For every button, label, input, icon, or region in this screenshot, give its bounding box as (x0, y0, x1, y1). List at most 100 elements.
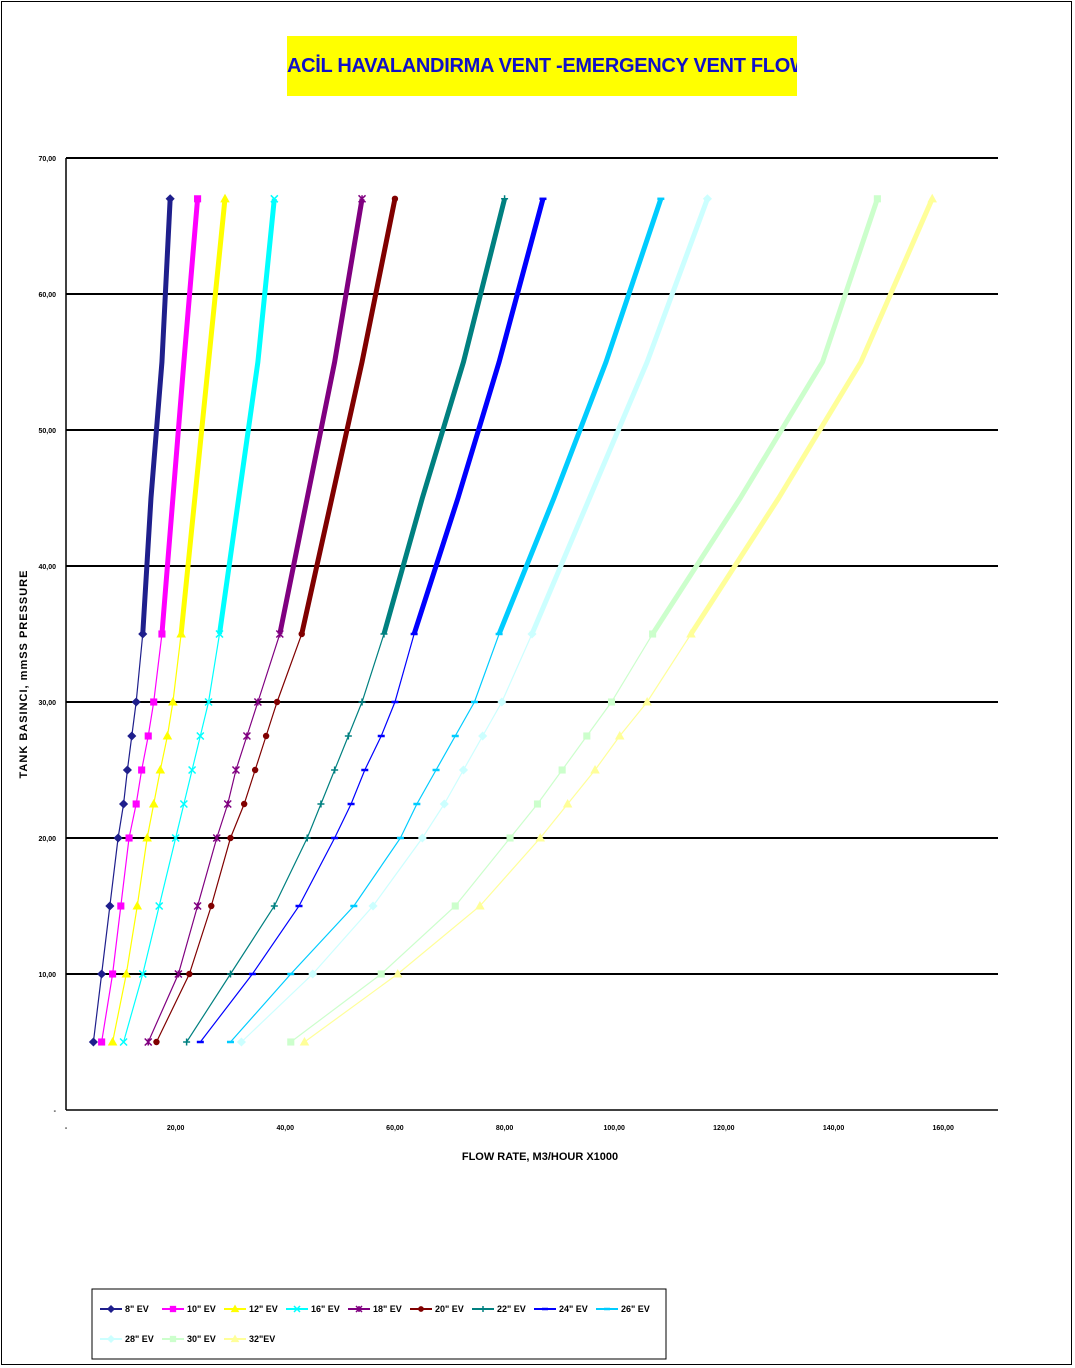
series-line-upper (529, 197, 710, 635)
legend-marker (169, 1305, 177, 1313)
data-point (253, 697, 262, 707)
series-lines (88, 193, 937, 1047)
data-point (212, 833, 221, 843)
y-tick-label: 30,00 (38, 700, 56, 707)
data-point (583, 732, 591, 740)
series-line-upper (299, 198, 398, 635)
data-point (97, 969, 107, 979)
data-point (331, 766, 339, 774)
data-point (240, 800, 248, 808)
legend-marker (106, 1334, 116, 1344)
data-point (193, 901, 202, 911)
y-axis-title: TANK BASINCI, mmSS PRESSURE (18, 570, 30, 779)
data-point (226, 970, 234, 978)
data-point (155, 901, 164, 911)
data-point (138, 969, 147, 979)
data-point (344, 732, 352, 740)
legend-marker (230, 1304, 240, 1313)
data-point (642, 696, 652, 706)
y-tick-label: 10,00 (38, 972, 56, 979)
data-point (317, 800, 325, 808)
chart-title: ACİL HAVALANDIRMA VENT -EMERGENCY VENT F… (287, 36, 797, 96)
data-point (194, 195, 202, 203)
data-point (121, 968, 132, 978)
data-point (179, 799, 188, 809)
y-tick-label: 20,00 (38, 836, 56, 843)
series-12 (299, 193, 937, 1046)
data-point (299, 1036, 310, 1046)
legend: 8" EV 10" EV 12" EV 16" EV 18" EV 20" EV 22" E… (91, 1288, 667, 1360)
legend-label: 28" EV (125, 1334, 154, 1344)
data-point (176, 628, 186, 638)
data-point (188, 765, 197, 775)
series-7 (183, 195, 509, 1046)
data-point (391, 195, 399, 203)
axis-labels: - 10,00 20,00 30,00 40,00 50,00 60,00 70,00 - 20,… (18, 156, 954, 1163)
data-point (614, 730, 625, 740)
data-point (927, 193, 937, 203)
data-point (558, 766, 566, 774)
data-point (303, 834, 311, 842)
data-point (873, 195, 881, 203)
series-line-upper (411, 198, 546, 635)
series-line-upper (159, 198, 201, 635)
grid-lines (66, 157, 998, 975)
legend-item: 10" EV (162, 1304, 216, 1314)
legend-label: 20" EV (435, 1304, 464, 1314)
data-point (153, 1038, 160, 1046)
legend-item: 8" EV (100, 1304, 149, 1314)
data-point (144, 1037, 153, 1047)
data-point (125, 834, 133, 842)
legend-item: 28" EV (100, 1334, 154, 1344)
legend-marker (169, 1335, 177, 1343)
x-tick-label: 60,00 (386, 1125, 404, 1132)
legend-item: 12" EV (224, 1304, 278, 1314)
data-point (223, 799, 232, 809)
data-point (119, 799, 129, 809)
data-point (358, 194, 367, 203)
series-1 (88, 194, 175, 1047)
legend-item: 30" EV (162, 1334, 216, 1344)
data-point (127, 731, 137, 741)
data-point (119, 1037, 128, 1047)
data-point (273, 698, 281, 706)
data-point (270, 902, 278, 910)
series-line-upper (381, 198, 508, 635)
series-11 (287, 195, 881, 1046)
data-point (138, 766, 146, 774)
data-point (607, 698, 616, 706)
series-10 (236, 194, 712, 1047)
data-point (236, 1037, 246, 1047)
data-point (275, 629, 284, 639)
data-point (142, 832, 152, 842)
data-point (562, 798, 573, 808)
data-point (533, 800, 542, 808)
legend-item: 24" EV (534, 1304, 588, 1314)
legend-marker (106, 1304, 116, 1314)
data-point (298, 630, 305, 638)
data-point (392, 968, 403, 978)
data-point (686, 628, 696, 638)
legend-item: 20" EV (410, 1304, 464, 1314)
data-point (131, 697, 141, 707)
data-point (88, 1037, 98, 1047)
data-point (165, 194, 175, 204)
legend-label: 18" EV (373, 1304, 402, 1314)
data-point (186, 970, 193, 978)
y-tick-label: 40,00 (38, 564, 56, 571)
data-point (590, 764, 600, 774)
data-point (215, 629, 224, 639)
data-point (458, 765, 469, 775)
y-tick-label: - (54, 1108, 57, 1115)
data-point (132, 800, 140, 808)
axes (65, 158, 998, 1111)
data-point (150, 698, 158, 706)
data-point (439, 799, 449, 809)
legend-marker (230, 1334, 240, 1343)
data-point (231, 765, 240, 775)
data-point (132, 900, 143, 910)
legend-label: 22" EV (497, 1304, 526, 1314)
data-point (702, 194, 712, 204)
